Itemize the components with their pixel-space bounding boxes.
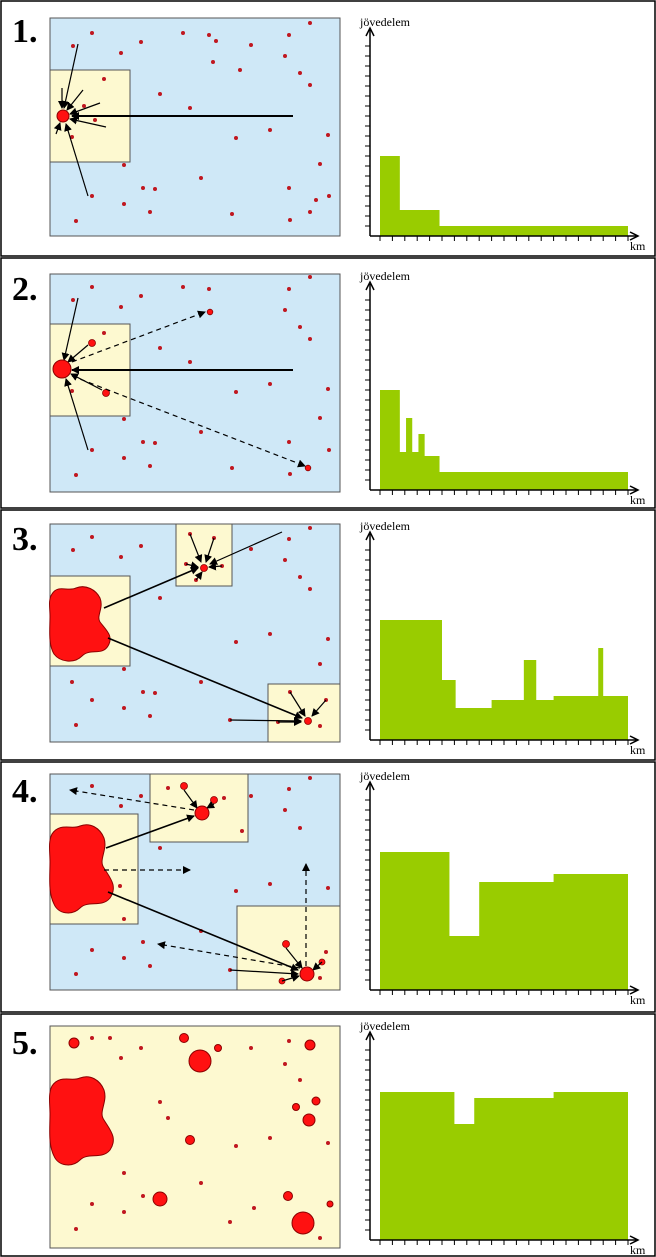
growing-settlement: [283, 941, 290, 948]
growing-settlement: [181, 783, 188, 790]
central-town: [57, 110, 69, 122]
x-axis-label: km: [630, 1243, 646, 1257]
panel-5: 5.: [1, 1014, 655, 1257]
central-town: [53, 360, 71, 378]
growing-settlement: [305, 465, 311, 471]
growing-settlement: [207, 309, 213, 315]
commuting-zone: [176, 524, 232, 586]
sub-centre: [305, 718, 312, 725]
map: [50, 1026, 341, 1248]
map: [50, 524, 341, 742]
income-area: [380, 1092, 628, 1240]
y-axis-label: jövedelem: [359, 1019, 411, 1033]
x-axis-label: km: [630, 493, 646, 507]
sub-centre: [201, 565, 208, 572]
growing-settlement: [89, 340, 96, 347]
city-blob: [50, 825, 114, 913]
city-blob: [50, 1077, 114, 1165]
x-axis-label: km: [630, 743, 646, 757]
growing-settlement: [211, 797, 218, 804]
commuting-zone: [268, 684, 340, 742]
y-axis-label: jövedelem: [359, 519, 411, 533]
map: [50, 274, 340, 492]
x-axis-label: km: [630, 993, 646, 1007]
panel-label: 4.: [12, 773, 38, 810]
y-axis-label: jövedelem: [359, 769, 411, 783]
panel-label: 3.: [12, 521, 38, 558]
panel-3: 3.: [1, 510, 655, 760]
panel-2: 2.: [1, 258, 655, 508]
map: [50, 774, 341, 990]
panel-label: 1.: [12, 13, 38, 50]
map: [50, 18, 340, 236]
y-axis-label: jövedelem: [359, 15, 411, 29]
panel-label: 2.: [12, 271, 38, 308]
sub-centre: [300, 967, 314, 981]
sub-centre: [195, 806, 209, 820]
panel-label: 5.: [12, 1025, 38, 1062]
x-axis-label: km: [630, 239, 646, 253]
panel-4: 4.: [1, 762, 655, 1012]
y-axis-label: jövedelem: [359, 269, 411, 283]
commuting-zone: [237, 906, 340, 990]
panel-1: 1.: [1, 1, 655, 256]
